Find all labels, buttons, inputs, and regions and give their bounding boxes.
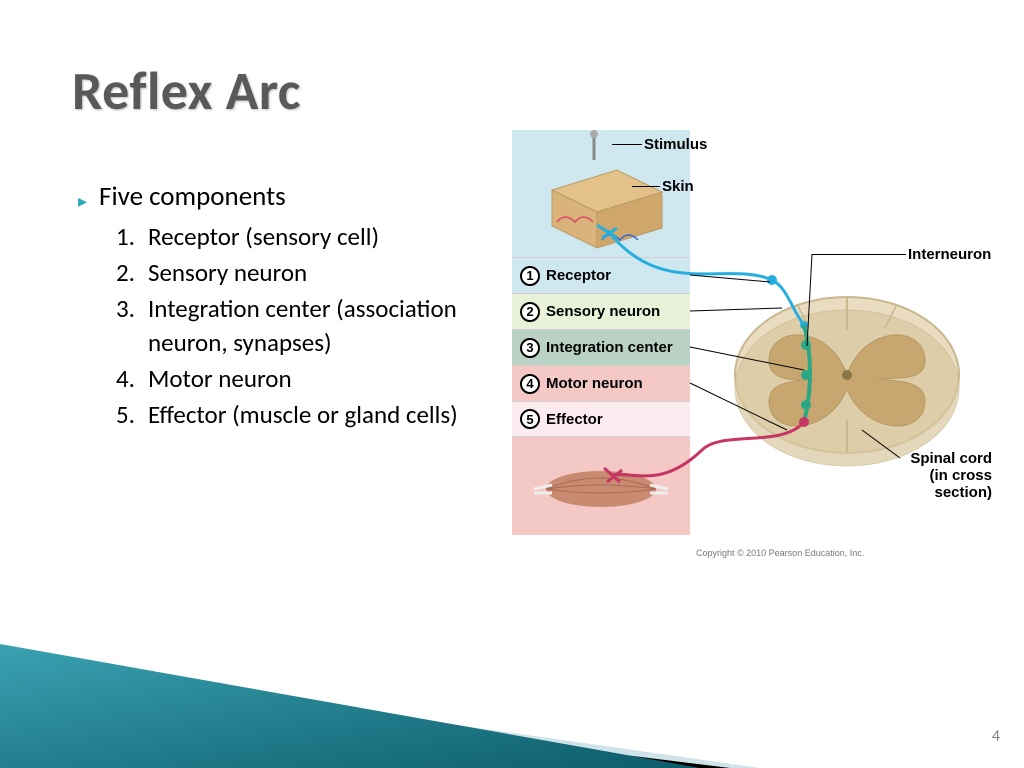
reflex-arc-diagram: 1 Receptor 2 Sensory neuron 3 Integratio… [512, 130, 992, 560]
list-item: 5.Effector (muscle or gland cells) [116, 398, 498, 432]
diagram-label-skin: Skin [662, 178, 694, 195]
diagram-label-interneuron: Interneuron [908, 246, 991, 263]
page-number: 4 [992, 727, 1000, 746]
content-column: ▸ Five components 1.Receptor (sensory ce… [78, 180, 498, 434]
list-item: 4.Motor neuron [116, 362, 498, 396]
leader-line-icon [632, 186, 660, 187]
bullet-text: Five components [99, 180, 286, 214]
bullet-marker-icon: ▸ [78, 187, 87, 215]
numbered-list: 1.Receptor (sensory cell) 2.Sensory neur… [116, 220, 498, 432]
slide-decor-icon [0, 548, 1024, 768]
list-item: 1.Receptor (sensory cell) [116, 220, 498, 254]
diagram-label-stimulus: Stimulus [644, 136, 707, 153]
leader-line-icon [612, 144, 642, 145]
list-item: 3.Integration center (association neuron… [116, 292, 498, 360]
slide-title: Reflex Arc [72, 58, 301, 124]
list-item: 2.Sensory neuron [116, 256, 498, 290]
leader-line-icon [862, 430, 922, 470]
leader-line-icon [807, 254, 817, 354]
diagram-copyright: Copyright © 2010 Pearson Education, Inc. [696, 548, 864, 558]
slide: Reflex Arc ▸ Five components 1.Receptor … [0, 0, 1024, 768]
bullet-item: ▸ Five components [78, 180, 498, 214]
leader-line-icon [812, 254, 906, 255]
